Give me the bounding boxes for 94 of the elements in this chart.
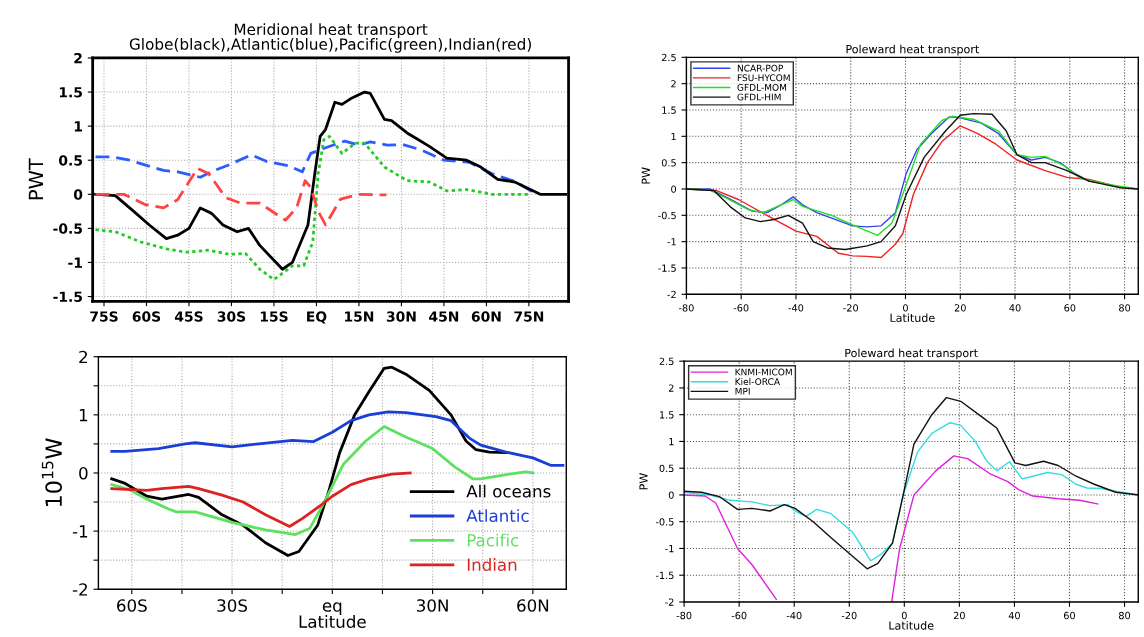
x-tick-label: 60S xyxy=(117,599,147,612)
y-tick-label: -1 xyxy=(667,238,676,246)
y-tick-label: -0.5 xyxy=(53,223,82,234)
x-tick-label: 0 xyxy=(903,304,908,312)
x-tick-label: 30N xyxy=(386,311,416,322)
legend-label: FSU-HYCOM xyxy=(737,74,790,82)
legend-label: NCAR-POP xyxy=(737,64,784,72)
x-tick-label: 20 xyxy=(954,304,966,312)
y-tick-label: 2 xyxy=(671,80,676,88)
line-series xyxy=(94,134,531,281)
y-tick-label: 1 xyxy=(669,438,674,446)
y-tick-label: -0.5 xyxy=(655,518,674,526)
x-tick-label: -40 xyxy=(786,611,802,620)
x-tick-label: eq xyxy=(322,602,342,616)
x-tick-label: -80 xyxy=(676,611,692,620)
y-tick-label: 1.5 xyxy=(660,411,674,419)
y-tick-label: 0.5 xyxy=(659,464,674,473)
y-tick-label: -1.5 xyxy=(658,264,676,272)
y-tick-label: 2 xyxy=(79,350,87,364)
y-tick-label: 1 xyxy=(74,121,82,132)
y-tick-label: -2 xyxy=(665,598,674,606)
x-tick-label: -60 xyxy=(733,304,749,312)
y-tick-label: -1.5 xyxy=(53,291,82,302)
y-tick-label: -1 xyxy=(68,257,82,268)
x-tick-label: 75N xyxy=(514,311,544,322)
x-tick-label: 0 xyxy=(901,611,907,620)
x-tick-label: 30S xyxy=(217,599,248,612)
x-tick-label: -20 xyxy=(843,304,859,312)
x-tick-label: 45S xyxy=(174,311,203,322)
x-tick-label: 60N xyxy=(471,311,501,322)
legend-label: KNMI-MICOM xyxy=(735,368,792,376)
x-tick-label: -60 xyxy=(731,611,747,620)
y-tick-label: 1.5 xyxy=(59,87,82,98)
x-tick-label: -80 xyxy=(678,304,694,312)
legend-label: Pacific xyxy=(467,533,519,547)
y-tick-label: -1 xyxy=(72,525,88,538)
y-tick-label: -2 xyxy=(667,290,676,298)
y-tick-label: -2 xyxy=(72,583,87,596)
chart-title: Meridional heat transport xyxy=(234,23,428,39)
x-tick-label: -40 xyxy=(788,304,804,312)
line-series xyxy=(684,396,1139,570)
y-tick-label: 2.5 xyxy=(661,53,676,62)
line-series xyxy=(110,410,565,467)
line-series xyxy=(110,471,412,528)
y-tick-label: -0.5 xyxy=(658,211,676,220)
legend-label: Indian xyxy=(467,558,517,571)
chart-title: Poleward heat transport xyxy=(845,348,978,360)
y-tick-label: 0 xyxy=(79,466,88,480)
legend-label: All oceans xyxy=(466,484,551,498)
y-tick-label: 2 xyxy=(668,384,674,392)
legend-label: GFDL-HIM xyxy=(737,93,781,101)
y-tick-label: 0 xyxy=(671,185,677,193)
y-tick-label: 1 xyxy=(671,132,676,141)
x-tick-label: 40 xyxy=(1009,304,1021,312)
x-tick-label: 30S xyxy=(217,311,246,322)
chart-title: Poleward heat transport xyxy=(846,44,979,56)
y-axis-title: PW xyxy=(639,473,648,490)
x-tick-label: 80 xyxy=(1118,611,1131,620)
x-axis-title: Latitude xyxy=(299,615,366,628)
y-axis-title: PWT xyxy=(28,158,43,200)
y-tick-label: 0.5 xyxy=(59,155,82,166)
x-axis-title: Latitude xyxy=(890,313,935,323)
y-tick-label: 1.5 xyxy=(662,106,676,114)
line-series xyxy=(94,167,388,227)
x-tick-label: 40 xyxy=(1008,611,1020,620)
x-tick-label: 60S xyxy=(132,311,161,322)
x-tick-label: 60 xyxy=(1063,611,1076,620)
y-axis-title: PW xyxy=(641,167,650,184)
x-tick-label: 60 xyxy=(1064,304,1076,312)
legend-label: MPI xyxy=(735,387,750,395)
x-axis-title: Latitude xyxy=(889,621,934,630)
x-tick-label: 15S xyxy=(260,311,288,322)
legend-label: GFDL-MOM xyxy=(737,83,787,91)
y-tick-label: 0 xyxy=(668,491,674,499)
legend-label: Kiel-ORCA xyxy=(735,378,780,386)
y-tick-label: 1 xyxy=(79,409,88,422)
y-tick-label: 0.5 xyxy=(661,159,676,167)
legend-label: Atlantic xyxy=(466,509,529,523)
y-tick-label: -1 xyxy=(665,545,674,553)
x-tick-label: 30N xyxy=(417,599,448,612)
x-tick-label: 80 xyxy=(1119,304,1131,312)
x-tick-label: -20 xyxy=(841,611,857,620)
y-tick-label: 0 xyxy=(73,189,83,200)
y-tick-label: 2 xyxy=(74,52,82,64)
y-axis-title: 10$^{15}$W xyxy=(41,438,63,506)
chart-subtitle: Globe(black),Atlantic(blue),Pacific(green),Indian(red) xyxy=(129,38,531,53)
y-tick-label: -1.5 xyxy=(655,571,674,580)
x-tick-label: 20 xyxy=(953,611,965,620)
x-tick-label: 45N xyxy=(429,311,459,322)
x-tick-label: 15N xyxy=(345,311,374,322)
x-tick-label: 75S xyxy=(90,311,118,322)
y-tick-label: 2.5 xyxy=(659,357,674,366)
x-tick-label: EQ xyxy=(307,311,327,324)
x-tick-label: 60N xyxy=(517,599,549,612)
